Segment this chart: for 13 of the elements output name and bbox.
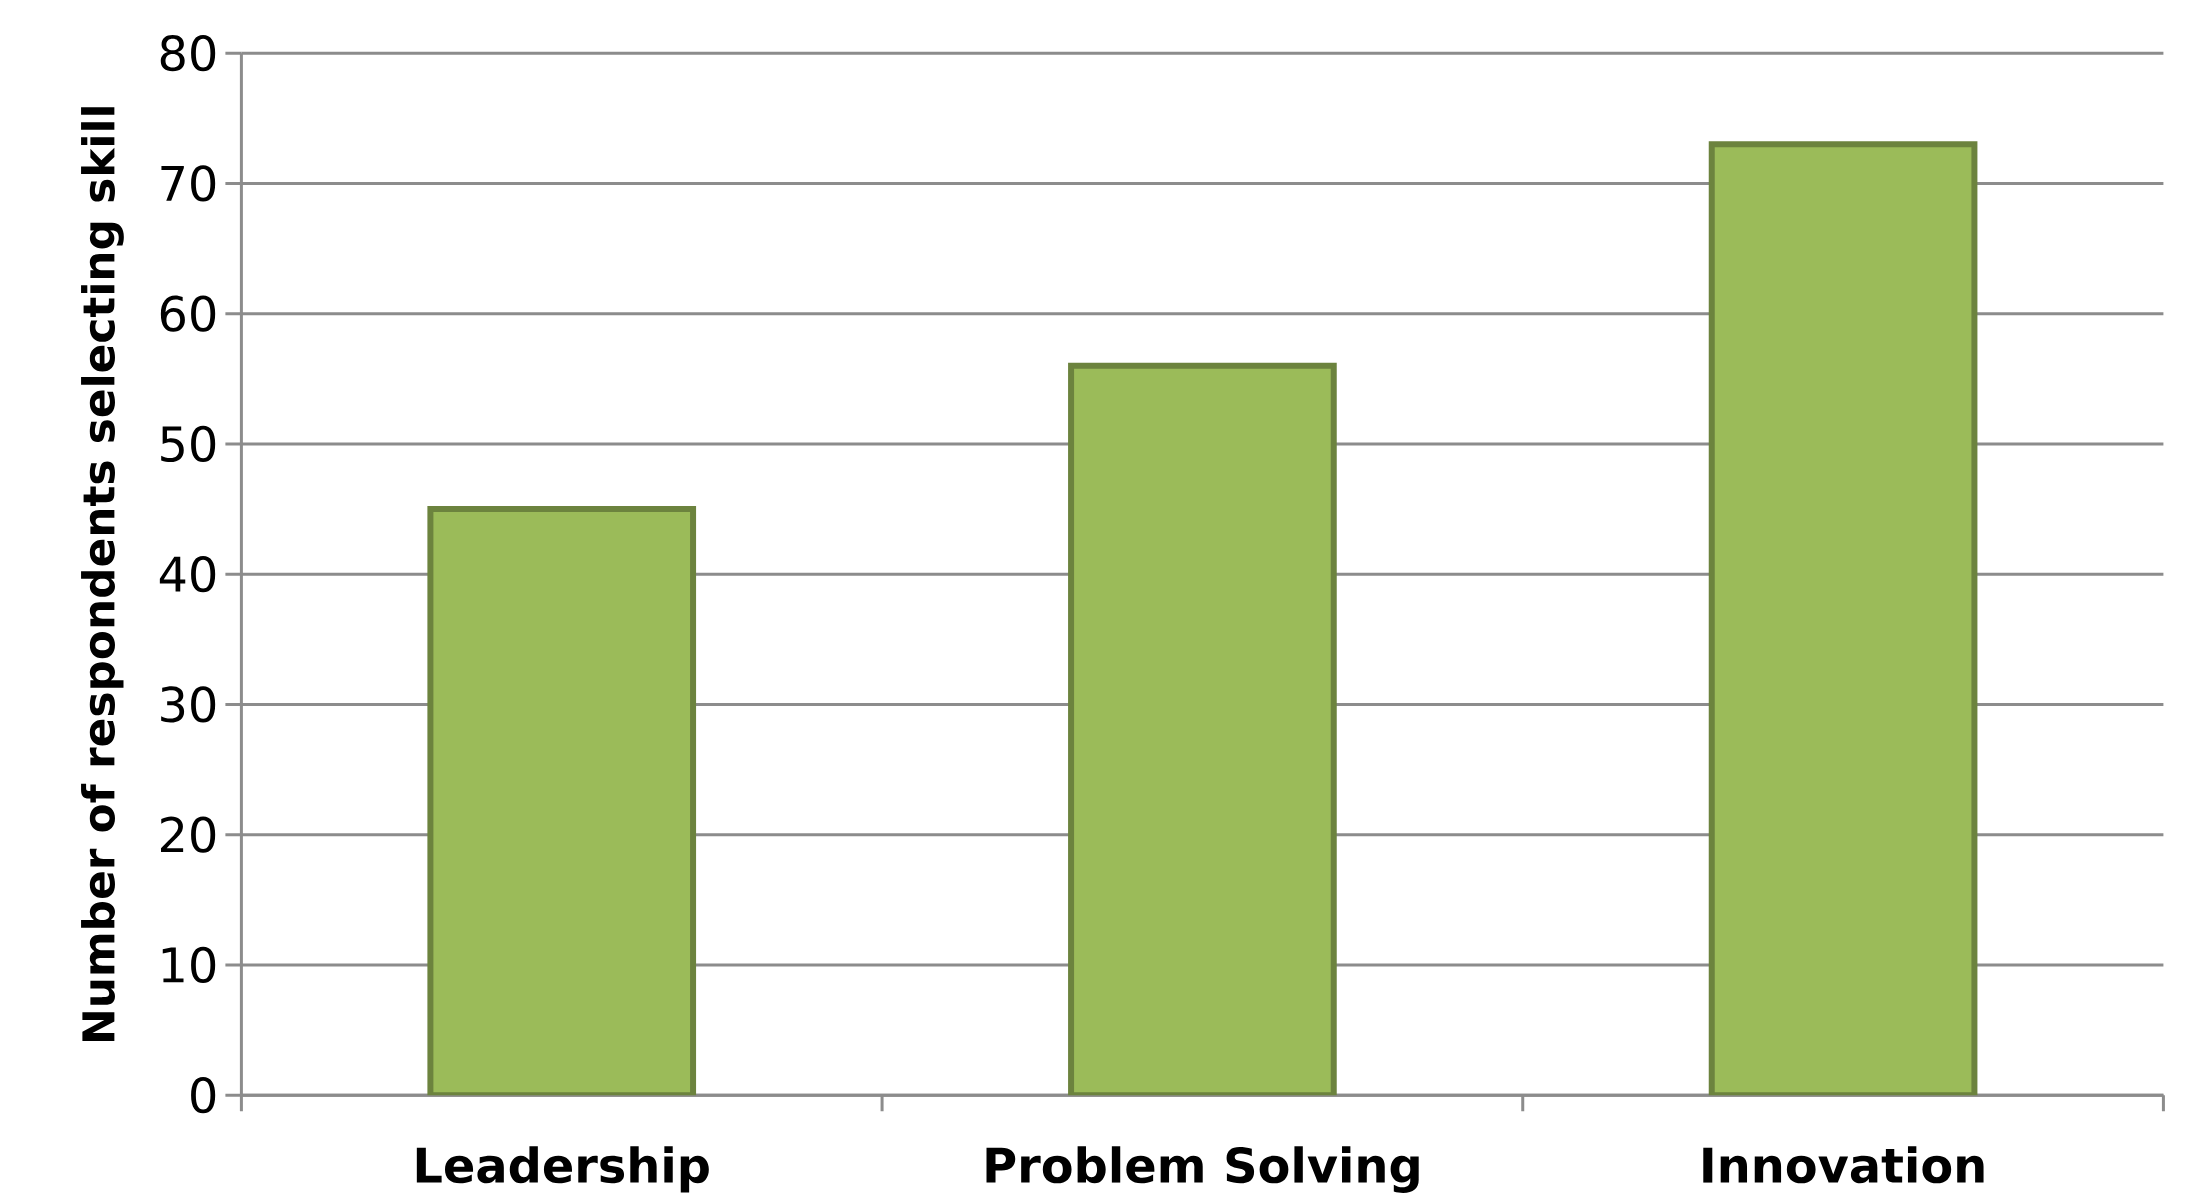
x-tick-label: Leadership — [416, 1146, 709, 1193]
y-tick-label: 0 — [191, 1077, 216, 1114]
y-tick-label: 50 — [161, 425, 216, 463]
y-axis-title: Number of respondents selecting skill — [81, 107, 124, 1041]
y-tick-label: 70 — [161, 165, 216, 202]
y-tick-label: 30 — [161, 686, 216, 723]
y-tick-label: 60 — [160, 295, 216, 332]
y-tick-label: 80 — [160, 35, 216, 72]
y-tick-label: 10 — [162, 946, 216, 984]
x-tick-label: Innovation — [1703, 1146, 1984, 1184]
y-tick-label: 20 — [161, 816, 216, 853]
x-tick-label: Problem Solving — [986, 1146, 1419, 1193]
y-tick-label: 40 — [159, 556, 216, 593]
